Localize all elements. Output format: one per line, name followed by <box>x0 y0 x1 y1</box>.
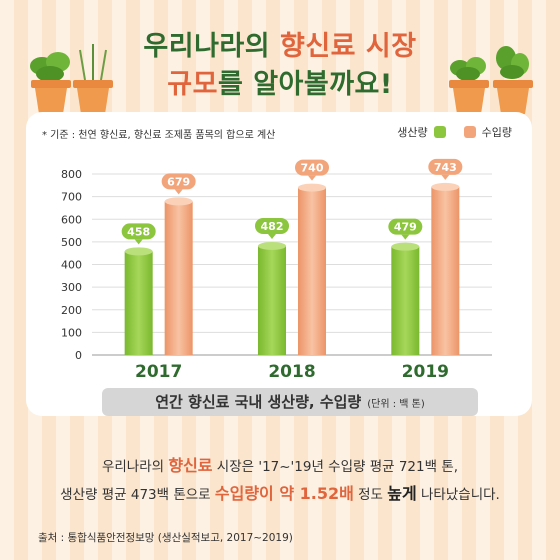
desc-text: 우리나라의 <box>101 459 169 475</box>
value-tag-pointer <box>308 175 316 181</box>
y-tick-label: 0 <box>75 349 82 362</box>
bar-top <box>431 182 460 191</box>
data-label: 740 <box>301 162 324 175</box>
value-tag <box>161 173 196 190</box>
bar-top <box>298 183 326 192</box>
chart-note: * 기준 : 천연 향신료, 향신료 조제품 품목의 합으로 계산 <box>42 130 276 141</box>
y-tick-label: 200 <box>61 304 82 317</box>
y-tick-label: 400 <box>61 259 82 272</box>
bar <box>124 251 153 355</box>
value-tag-pointer <box>268 233 276 239</box>
description-line-2: 생산량 평균 473백 톤으로 수입량이 약 1.52배 정도 높게 나타났습니… <box>0 480 560 504</box>
bar-chart: 0 100 200 300 400 500 600 700 800 458 679 2017 482 74… <box>61 158 492 382</box>
herb-pot-icon <box>493 46 533 114</box>
bar-top <box>258 241 286 250</box>
legend-swatch-production <box>433 126 446 138</box>
herb-pot-icon <box>73 44 113 114</box>
desc-text: 시장은 '17~'19년 수입량 평균 721백 톤, <box>212 459 459 475</box>
y-tick-label: 600 <box>61 213 82 226</box>
chart-legend: 생산량 수입량 <box>397 124 512 140</box>
desc-highlight: 수입량이 약 1.52배 <box>214 484 354 503</box>
chart-card: * 기준 : 천연 향신료, 향신료 조제품 품목의 합으로 계산 생산량 수입… <box>26 112 532 416</box>
source-note: 출처 : 통합식품안전정보망 (생산실적보고, 2017~2019) <box>38 532 293 544</box>
value-tag-pointer <box>174 189 183 195</box>
herb-pot-icon <box>30 52 71 114</box>
y-tick-label: 100 <box>61 326 82 339</box>
caption-unit: (단위 : 백 톤) <box>367 399 425 410</box>
y-tick-label: 300 <box>61 281 82 294</box>
title-accent: 향신료 시장 <box>280 31 417 62</box>
title-accent: 규모 <box>167 69 218 100</box>
data-label: 482 <box>261 220 284 233</box>
bar-top <box>391 242 420 251</box>
data-label: 458 <box>127 225 150 238</box>
desc-text: 생산량 평균 473백 톤으로 <box>60 487 215 503</box>
desc-highlight: 향신료 <box>168 456 213 475</box>
y-tick-label: 800 <box>61 168 82 181</box>
bar-top <box>164 197 193 206</box>
legend-label-production: 생산량 <box>397 126 428 139</box>
bar <box>298 187 326 355</box>
caption-main: 연간 향신료 국내 생산량, 수입량 <box>155 393 362 411</box>
value-tag-pointer <box>134 239 143 245</box>
value-tag-pointer <box>441 174 450 180</box>
data-label: 679 <box>167 175 190 188</box>
legend-swatch-import <box>463 126 476 138</box>
value-tag <box>295 159 329 176</box>
title-line-2: 규모를 알아볼까요! <box>0 62 560 101</box>
x-tick-label: 2017 <box>135 362 182 382</box>
y-tick-label: 700 <box>61 191 82 204</box>
value-tag <box>121 223 156 240</box>
x-tick-label: 2019 <box>402 362 449 382</box>
desc-text: 정도 <box>353 487 388 503</box>
value-tag <box>388 218 423 235</box>
value-tag-pointer <box>401 234 410 240</box>
title-part: 우리나라의 <box>143 31 280 62</box>
x-tick-label: 2018 <box>268 362 315 382</box>
title-line-1: 우리나라의 향신료 시장 <box>0 24 560 63</box>
y-tick-label: 500 <box>61 236 82 249</box>
bar <box>258 245 286 355</box>
herb-pot-icon <box>449 57 489 114</box>
legend-label-import: 수입량 <box>481 126 512 139</box>
desc-emphasis: 높게 <box>387 484 417 503</box>
bar <box>164 201 193 355</box>
value-tag <box>255 217 289 234</box>
bar <box>391 246 420 355</box>
bar <box>431 186 460 355</box>
bar-top <box>124 247 153 256</box>
data-label: 743 <box>434 161 457 174</box>
data-label: 479 <box>394 221 417 234</box>
title-part: 를 알아볼까요! <box>217 69 393 100</box>
chart-caption: 연간 향신료 국내 생산량, 수입량 (단위 : 백 톤) <box>102 388 478 416</box>
value-tag <box>428 158 463 175</box>
description-line-1: 우리나라의 향신료 시장은 '17~'19년 수입량 평균 721백 톤, <box>0 452 560 476</box>
desc-text: 나타났습니다. <box>416 487 500 503</box>
